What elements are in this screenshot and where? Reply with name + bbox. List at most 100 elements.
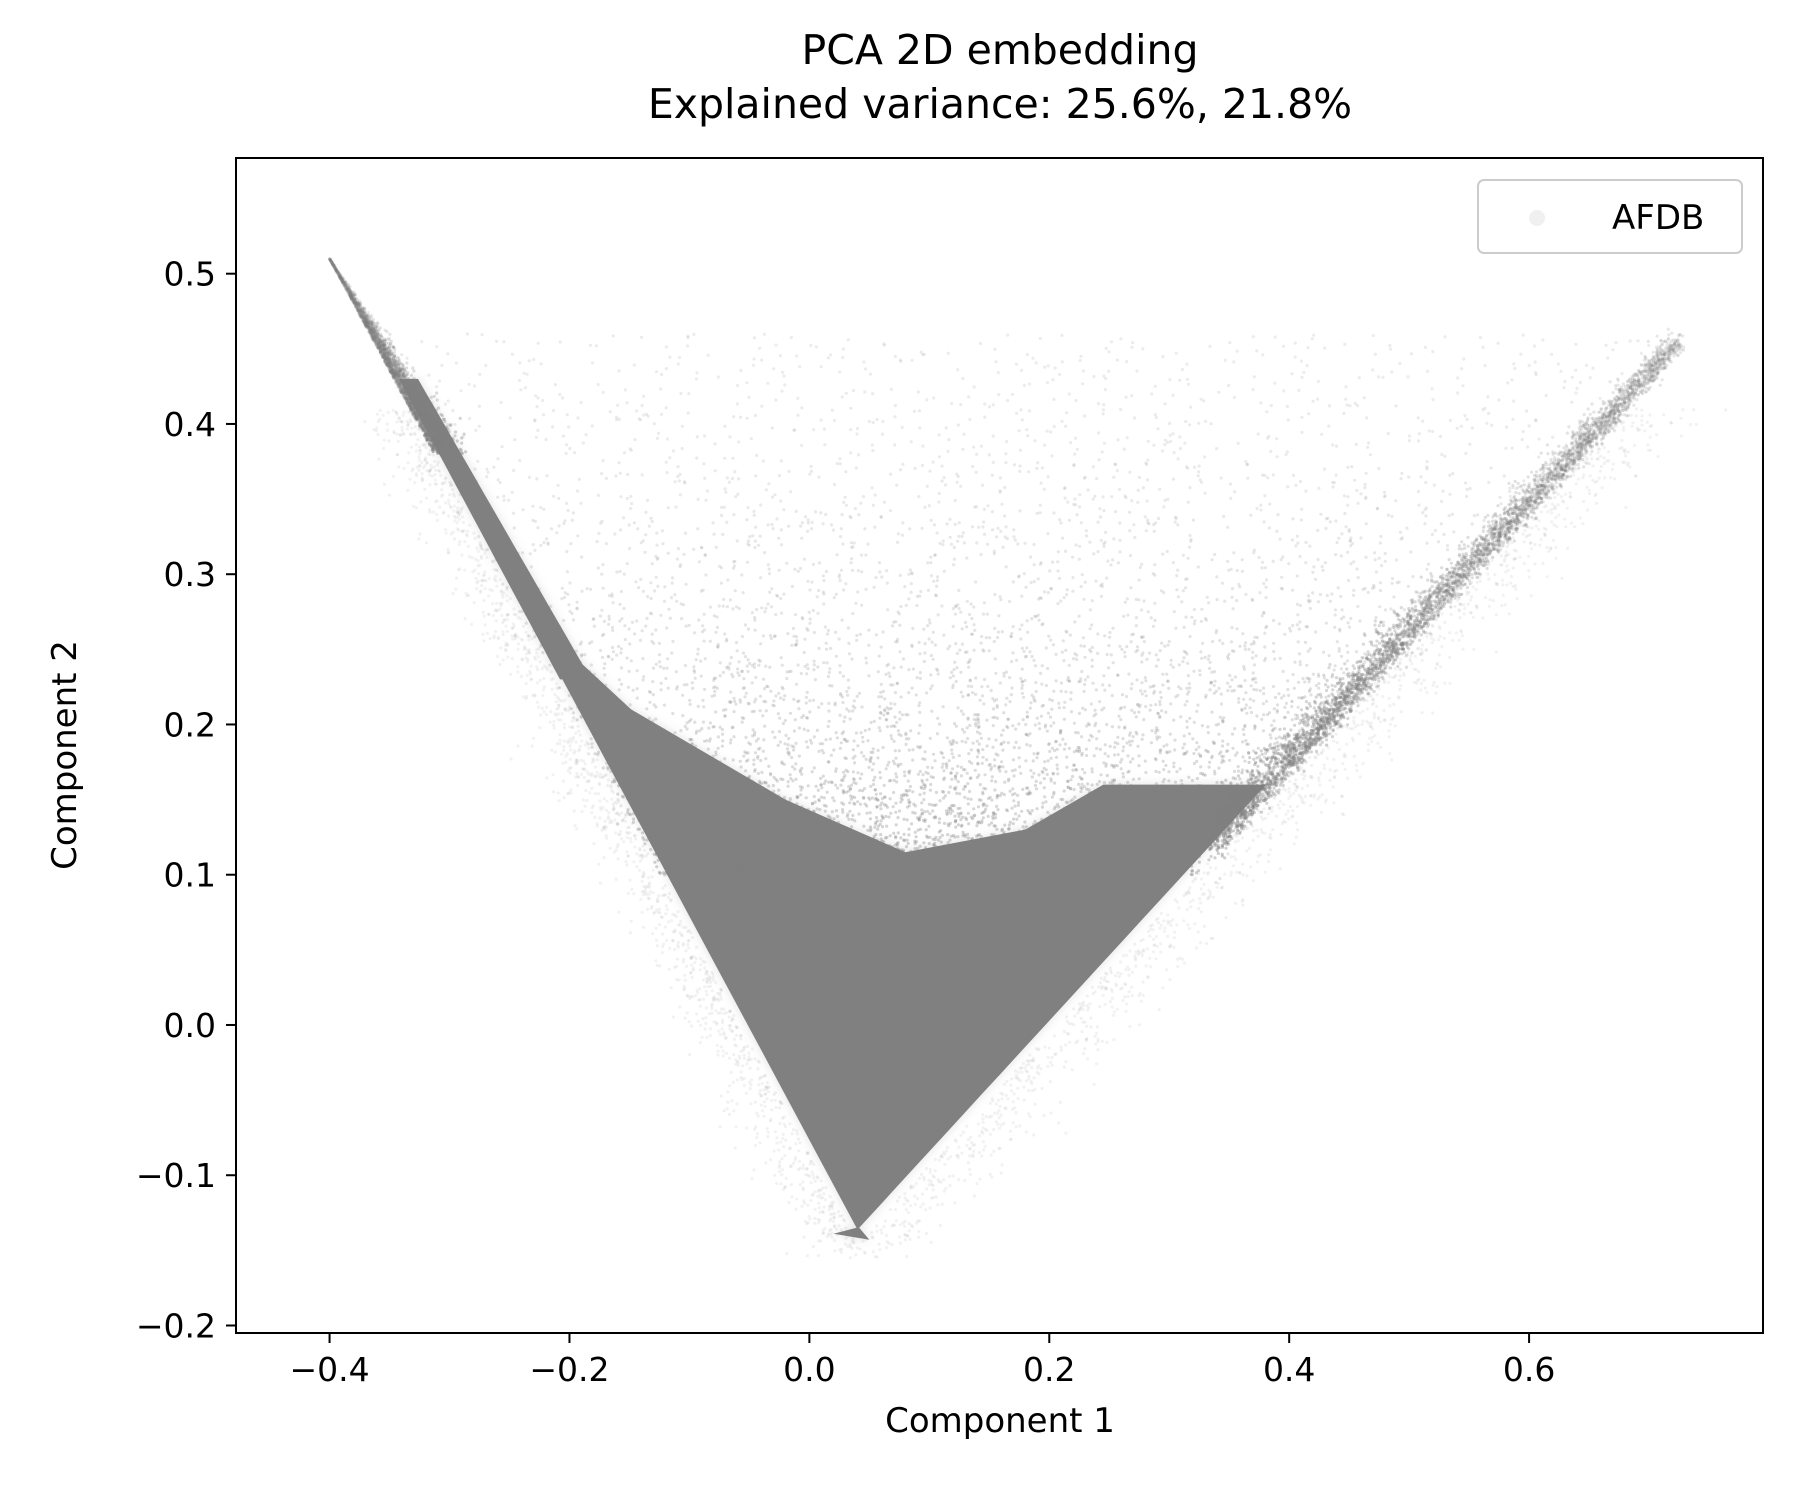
scatter-point xyxy=(1038,503,1042,507)
scatter-point xyxy=(1149,703,1153,707)
scatter-point xyxy=(602,619,607,624)
scatter-point xyxy=(640,403,644,408)
scatter-point xyxy=(1155,829,1160,833)
scatter-point xyxy=(840,513,844,517)
scatter-point xyxy=(683,531,688,535)
scatter-point xyxy=(1271,684,1276,689)
scatter-point xyxy=(857,868,862,873)
scatter-point xyxy=(849,561,853,565)
scatter-point xyxy=(710,814,714,819)
scatter-point xyxy=(1040,805,1045,809)
scatter-point xyxy=(1271,473,1275,477)
scatter-point xyxy=(618,569,622,574)
scatter-point xyxy=(991,811,996,815)
scatter-point xyxy=(1129,870,1133,875)
scatter-point xyxy=(1438,434,1442,439)
scatter-point xyxy=(940,604,944,608)
scatter-point xyxy=(730,804,734,808)
scatter-point xyxy=(1150,729,1154,733)
scatter-point xyxy=(1197,470,1201,474)
scatter-point xyxy=(797,872,801,877)
scatter-point xyxy=(657,756,662,761)
scatter-point xyxy=(950,402,954,406)
scatter-point xyxy=(878,705,882,709)
scatter-point xyxy=(1364,555,1368,559)
scatter-point xyxy=(1012,535,1016,539)
scatter-point xyxy=(722,850,726,855)
scatter-point xyxy=(1331,480,1335,484)
scatter-point xyxy=(1372,585,1376,589)
scatter-point xyxy=(1016,793,1020,798)
scatter-point xyxy=(890,737,894,741)
scatter-point xyxy=(707,856,711,860)
scatter-point xyxy=(1130,708,1134,712)
scatter-point xyxy=(691,821,695,826)
scatter-point xyxy=(631,688,635,692)
scatter-point xyxy=(922,841,926,845)
scatter-point xyxy=(966,802,970,806)
scatter-point xyxy=(692,759,696,764)
scatter-point xyxy=(1323,346,1327,350)
scatter-point xyxy=(844,836,848,841)
scatter-point xyxy=(790,820,795,824)
scatter-point xyxy=(729,789,733,793)
scatter-point xyxy=(604,476,609,480)
scatter-point xyxy=(1448,473,1452,477)
scatter-point xyxy=(1174,830,1178,834)
scatter-point xyxy=(1288,749,1292,753)
scatter-point xyxy=(1256,804,1260,808)
scatter-point xyxy=(1296,716,1300,720)
scatter-point xyxy=(1298,603,1302,608)
scatter-point xyxy=(760,867,764,871)
scatter-point xyxy=(796,663,800,667)
scatter-point xyxy=(1140,653,1144,657)
scatter-point xyxy=(839,845,843,849)
scatter-point xyxy=(1069,855,1073,859)
scatter-point xyxy=(1192,669,1196,673)
scatter-point xyxy=(698,858,702,862)
scatter-point xyxy=(1150,392,1154,396)
scatter-point xyxy=(846,678,850,682)
scatter-point xyxy=(1263,656,1268,660)
scatter-point xyxy=(690,779,694,784)
scatter-point xyxy=(1110,837,1114,841)
scatter-point xyxy=(1121,737,1125,741)
scatter-point xyxy=(671,870,675,874)
scatter-point xyxy=(1439,522,1443,526)
scatter-point xyxy=(800,772,804,776)
scatter-point xyxy=(980,685,984,689)
scatter-point xyxy=(1126,780,1130,785)
scatter-point xyxy=(692,857,697,861)
scatter-point xyxy=(542,413,546,417)
scatter-point xyxy=(1103,634,1107,638)
scatter-point xyxy=(940,751,944,756)
scatter-point xyxy=(1058,372,1062,377)
scatter-point xyxy=(1051,560,1055,564)
scatter-point xyxy=(665,816,669,820)
scatter-point xyxy=(1020,691,1024,696)
scatter-point xyxy=(701,768,706,772)
scatter-point xyxy=(1078,493,1082,497)
scatter-point xyxy=(812,766,816,770)
scatter-point xyxy=(613,532,617,536)
scatter-point xyxy=(858,776,862,781)
scatter-point xyxy=(1386,431,1390,436)
scatter-point xyxy=(1082,865,1086,870)
scatter-point xyxy=(1118,521,1122,525)
scatter-point xyxy=(928,835,932,839)
scatter-point xyxy=(675,833,679,838)
scatter-point xyxy=(1094,826,1098,830)
scatter-point xyxy=(647,795,651,799)
scatter-point xyxy=(1281,344,1286,348)
scatter-point xyxy=(1176,847,1180,851)
scatter-point xyxy=(662,599,667,604)
scatter-point xyxy=(1043,725,1047,729)
scatter-point xyxy=(1184,586,1188,590)
scatter-point xyxy=(685,840,689,845)
scatter-point xyxy=(1094,721,1098,725)
scatter-point xyxy=(856,590,860,594)
scatter-point xyxy=(1024,836,1028,840)
scatter-point xyxy=(1236,765,1240,769)
scatter-point xyxy=(762,738,766,742)
scatter-point xyxy=(1084,534,1089,538)
